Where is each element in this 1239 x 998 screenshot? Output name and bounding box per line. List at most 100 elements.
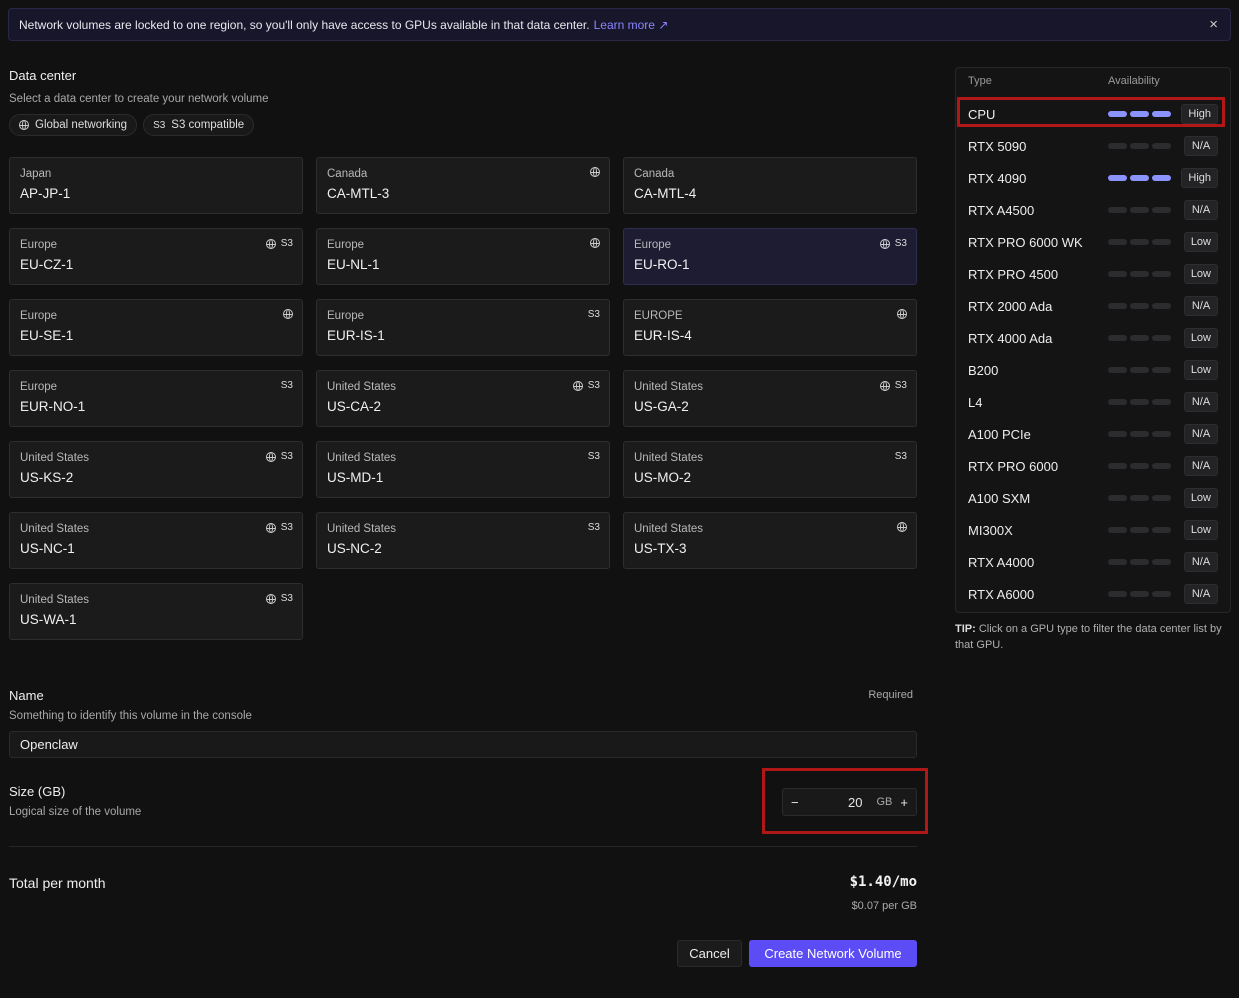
availability-bar [1152, 111, 1171, 117]
data-center-card[interactable]: United States US-KS-2 S3 [9, 441, 303, 498]
gpu-row[interactable]: A100 PCIe N/A [956, 418, 1230, 450]
availability-bar [1152, 303, 1171, 309]
data-center-card[interactable]: Europe EU-RO-1 S3 [623, 228, 917, 285]
availability-badge: Low [1183, 328, 1218, 348]
data-center-card[interactable]: Europe EU-CZ-1 S3 [9, 228, 303, 285]
increment-button[interactable]: + [900, 794, 908, 810]
data-center-card[interactable]: United States US-CA-2 S3 [316, 370, 610, 427]
availability-meter [1108, 399, 1178, 405]
gpu-name: RTX A4500 [968, 202, 1035, 218]
card-badges: S3 [572, 380, 600, 391]
cancel-button[interactable]: Cancel [677, 940, 742, 967]
card-badges [897, 522, 907, 532]
availability-bar [1130, 367, 1149, 373]
globe-icon [265, 522, 276, 533]
gpu-row[interactable]: RTX 5090 N/A [956, 130, 1230, 162]
availability-bar [1108, 559, 1127, 565]
card-id: US-KS-2 [20, 470, 74, 485]
data-center-card[interactable]: United States US-MD-1 S3 [316, 441, 610, 498]
gpu-row[interactable]: RTX PRO 4500 Low [956, 258, 1230, 290]
name-input[interactable]: Openclaw [9, 731, 917, 758]
availability-bar [1108, 335, 1127, 341]
availability-meter [1108, 175, 1178, 181]
availability-meter [1108, 239, 1178, 245]
s3-icon: S3 [280, 238, 293, 249]
gpu-row[interactable]: A100 SXM Low [956, 482, 1230, 514]
data-center-subtitle: Select a data center to create your netw… [9, 93, 269, 105]
availability-bar [1152, 271, 1171, 277]
data-center-card[interactable]: United States US-NC-1 S3 [9, 512, 303, 569]
data-center-card[interactable]: Europe EUR-NO-1 S3 [9, 370, 303, 427]
data-center-card[interactable]: United States US-NC-2 S3 [316, 512, 610, 569]
data-center-card[interactable]: Europe EUR-IS-1 S3 [316, 299, 610, 356]
card-region: United States [327, 452, 397, 464]
data-center-card[interactable]: Canada CA-MTL-3 [316, 157, 610, 214]
card-region: Europe [20, 239, 58, 251]
globe-icon [283, 309, 293, 319]
gpu-name: CPU [968, 106, 996, 122]
availability-meter [1108, 271, 1178, 277]
availability-bar [1108, 207, 1127, 213]
s3-compatible-filter[interactable]: S3 S3 compatible [143, 114, 255, 136]
data-center-card[interactable]: Europe EU-SE-1 [9, 299, 303, 356]
gpu-name: B200 [968, 362, 999, 378]
availability-badge: N/A [1184, 584, 1218, 604]
data-center-card[interactable]: Europe EU-NL-1 [316, 228, 610, 285]
availability-badge: High [1181, 104, 1218, 124]
gpu-row[interactable]: CPU High [956, 98, 1230, 130]
chip-label: S3 compatible [171, 119, 245, 131]
external-link-icon: ↗ [658, 17, 669, 32]
gpu-row[interactable]: RTX PRO 6000 N/A [956, 450, 1230, 482]
size-stepper[interactable]: − 20 GB + [782, 788, 917, 816]
s3-icon: S3 [280, 522, 293, 533]
availability-meter [1108, 559, 1178, 565]
global-networking-filter[interactable]: Global networking [9, 114, 138, 136]
card-region: Europe [20, 310, 58, 322]
card-id: EU-CZ-1 [20, 257, 74, 272]
s3-icon: S3 [894, 380, 907, 391]
card-region: Europe [634, 239, 672, 251]
card-region: EUROPE [634, 310, 683, 322]
availability-bar [1152, 399, 1171, 405]
size-value[interactable]: 20 [848, 794, 863, 810]
create-network-volume-button[interactable]: Create Network Volume [749, 940, 917, 967]
availability-bar [1130, 591, 1149, 597]
data-center-card[interactable]: United States US-WA-1 S3 [9, 583, 303, 640]
s3-icon: S3 [894, 238, 907, 249]
data-center-card[interactable]: United States US-MO-2 S3 [623, 441, 917, 498]
gpu-row[interactable]: L4 N/A [956, 386, 1230, 418]
availability-bar [1108, 591, 1127, 597]
gpu-row[interactable]: RTX A4000 N/A [956, 546, 1230, 578]
name-subtitle: Something to identify this volume in the… [9, 710, 252, 722]
banner-text: Network volumes are locked to one region… [19, 17, 590, 32]
card-region: United States [327, 381, 397, 393]
globe-icon [19, 120, 29, 130]
availability-bar [1108, 431, 1127, 437]
card-region: Europe [20, 381, 58, 393]
data-center-card[interactable]: Japan AP-JP-1 [9, 157, 303, 214]
gpu-row[interactable]: RTX 4090 High [956, 162, 1230, 194]
availability-bar [1130, 399, 1149, 405]
card-id: US-NC-1 [20, 541, 75, 556]
gpu-row[interactable]: RTX 4000 Ada Low [956, 322, 1230, 354]
data-center-card[interactable]: EUROPE EUR-IS-4 [623, 299, 917, 356]
availability-bar [1108, 463, 1127, 469]
close-icon[interactable]: × [1209, 16, 1218, 33]
card-region: United States [634, 523, 704, 535]
gpu-row[interactable]: RTX A4500 N/A [956, 194, 1230, 226]
decrement-button[interactable]: − [791, 794, 799, 810]
availability-bar [1108, 303, 1127, 309]
gpu-row[interactable]: RTX PRO 6000 WK Low [956, 226, 1230, 258]
learn-more-link[interactable]: Learn more ↗ [593, 17, 669, 32]
availability-bar [1130, 527, 1149, 533]
data-center-card[interactable]: United States US-GA-2 S3 [623, 370, 917, 427]
availability-bar [1130, 495, 1149, 501]
gpu-row[interactable]: RTX 2000 Ada N/A [956, 290, 1230, 322]
data-center-card[interactable]: Canada CA-MTL-4 [623, 157, 917, 214]
gpu-row[interactable]: B200 Low [956, 354, 1230, 386]
gpu-row[interactable]: RTX A6000 N/A [956, 578, 1230, 610]
tip-text: TIP: Click on a GPU type to filter the d… [955, 623, 1222, 651]
gpu-row[interactable]: MI300X Low [956, 514, 1230, 546]
data-center-card[interactable]: United States US-TX-3 [623, 512, 917, 569]
gpu-name: RTX 4090 [968, 170, 1027, 186]
